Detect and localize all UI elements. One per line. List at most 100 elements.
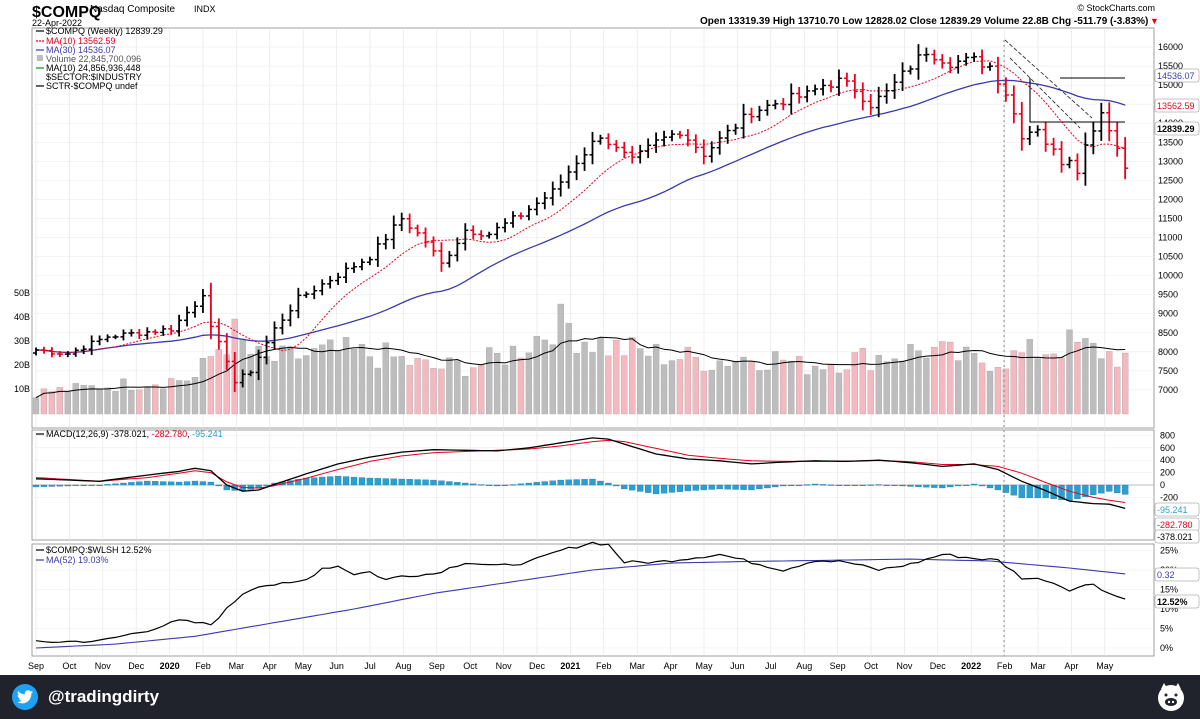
volume-bar xyxy=(613,339,620,415)
macd-hist-bar xyxy=(517,483,525,486)
volume-bar xyxy=(732,360,739,415)
volume-bar xyxy=(263,356,270,415)
legend-ma10: MA(10) 13562.59 xyxy=(46,36,116,46)
volume-bar xyxy=(311,348,318,415)
macd-hist-bar xyxy=(72,484,79,486)
macd-hist-bar xyxy=(732,484,739,490)
volume-bar xyxy=(668,360,676,415)
x-tick-label: Apr xyxy=(664,661,678,671)
price-tick-label: 7500 xyxy=(1158,366,1178,376)
x-tick-label: Nov xyxy=(496,661,513,671)
volume-bar xyxy=(724,365,731,415)
macd-hist-bar xyxy=(1026,484,1033,499)
macd-hist-bar xyxy=(56,484,63,487)
volume-bar xyxy=(279,345,286,415)
x-tick-label: Nov xyxy=(896,661,913,671)
macd-hist-bar xyxy=(955,484,962,487)
macd-hist-bar xyxy=(136,481,143,486)
footer-bar: @tradingdirty xyxy=(0,675,1200,719)
volume-bar xyxy=(398,356,405,415)
macd-hist-bar xyxy=(660,484,668,494)
macd-hist-bar xyxy=(994,484,1002,491)
macd-hist-bar xyxy=(1066,484,1073,502)
volume-bar xyxy=(1114,366,1121,415)
macd-hist-bar xyxy=(788,484,795,486)
macd-hist-bar xyxy=(398,478,405,486)
volume-bar xyxy=(1066,329,1073,415)
volume-bar xyxy=(605,355,612,415)
volume-bar xyxy=(334,350,342,415)
volume-bar xyxy=(1090,342,1097,415)
volume-bar xyxy=(207,356,215,415)
macd-tick-label: 200 xyxy=(1160,468,1175,478)
volume-tick-label: 30B xyxy=(14,336,30,346)
chg-down-marker: ▼ xyxy=(1150,16,1159,26)
macd-hist-bar xyxy=(430,479,437,486)
macd-hist-bar xyxy=(668,484,676,493)
macd-hist-bar xyxy=(589,478,596,486)
macd-hist-bar xyxy=(366,477,374,486)
macd-hist-bar xyxy=(684,484,692,492)
macd-hist-bar xyxy=(319,476,326,486)
volume-tick-label: 10B xyxy=(14,384,30,394)
x-tick-label: Apr xyxy=(1064,661,1078,671)
volume-bar xyxy=(509,345,517,415)
volume-tick-label: 50B xyxy=(14,288,30,298)
volume-bar xyxy=(64,391,71,415)
volume-bar xyxy=(199,358,207,415)
macd-hist-bar xyxy=(597,480,604,486)
volume-bar xyxy=(120,378,127,415)
macd-hist-bar xyxy=(700,484,707,491)
volume-bar xyxy=(565,323,572,415)
macd-value: -378.021 xyxy=(111,429,147,439)
macd-hist-bar xyxy=(740,484,747,490)
volume-bar xyxy=(748,361,755,415)
macd-hist-bar xyxy=(406,479,413,486)
volume-bar xyxy=(804,374,811,415)
macd-hist-bar xyxy=(454,482,461,486)
macd-hist-bar xyxy=(756,484,763,490)
volume-ma-line xyxy=(35,336,1126,399)
x-tick-label: Feb xyxy=(195,661,211,671)
volume-bar xyxy=(1098,358,1105,415)
x-tick-label: May xyxy=(695,661,713,671)
volume-bar xyxy=(557,303,564,415)
macd-hist-bar xyxy=(851,484,858,486)
macd-hist-bar xyxy=(629,484,636,491)
macd-tick-label: 0 xyxy=(1160,480,1165,490)
macd-hist-bar xyxy=(1018,484,1025,499)
macd-tick-label: -200 xyxy=(1160,492,1178,502)
macd-hist-bar xyxy=(891,484,898,486)
downtrend-line xyxy=(1004,39,1093,119)
volume-bar xyxy=(875,355,882,415)
macd-hist-bar xyxy=(748,484,755,491)
x-tick-label: Jul xyxy=(765,661,777,671)
macd-hist-bar xyxy=(350,476,358,486)
price-tick-label: 7000 xyxy=(1158,385,1178,395)
volume-bar xyxy=(72,383,79,415)
chart-company-name: Nasdaq Composite xyxy=(90,4,175,15)
x-tick-label: Oct xyxy=(864,661,879,671)
macd-hist-bar xyxy=(144,480,151,486)
macd-hist-bar xyxy=(422,479,429,486)
volume-bar xyxy=(970,353,978,415)
volume-bar xyxy=(462,375,469,415)
volume-bar xyxy=(112,391,119,415)
macd-line xyxy=(35,437,1126,510)
volume-bar xyxy=(382,342,389,415)
rs-ma-label: MA(52) 19.03% xyxy=(46,555,109,565)
volume-bar xyxy=(947,341,954,415)
macd-hist-bar xyxy=(1010,484,1017,496)
rs-label: $COMPQ:$WLSH 12.52% xyxy=(46,545,152,555)
macd-hist-bar xyxy=(88,484,95,486)
macd-hist-bar xyxy=(199,481,207,486)
volume-bar xyxy=(835,372,843,415)
volume-bar xyxy=(1002,368,1010,415)
volume-bars xyxy=(32,303,1129,415)
volume-bar xyxy=(414,358,421,415)
price-legend: $COMPQ (Weekly) 12839.29 MA(10) 13562.59… xyxy=(36,26,163,91)
macd-hist-bar xyxy=(819,484,827,486)
volume-bar xyxy=(446,357,453,415)
macd-hist-bar xyxy=(708,484,715,490)
volume-bar xyxy=(517,357,525,415)
